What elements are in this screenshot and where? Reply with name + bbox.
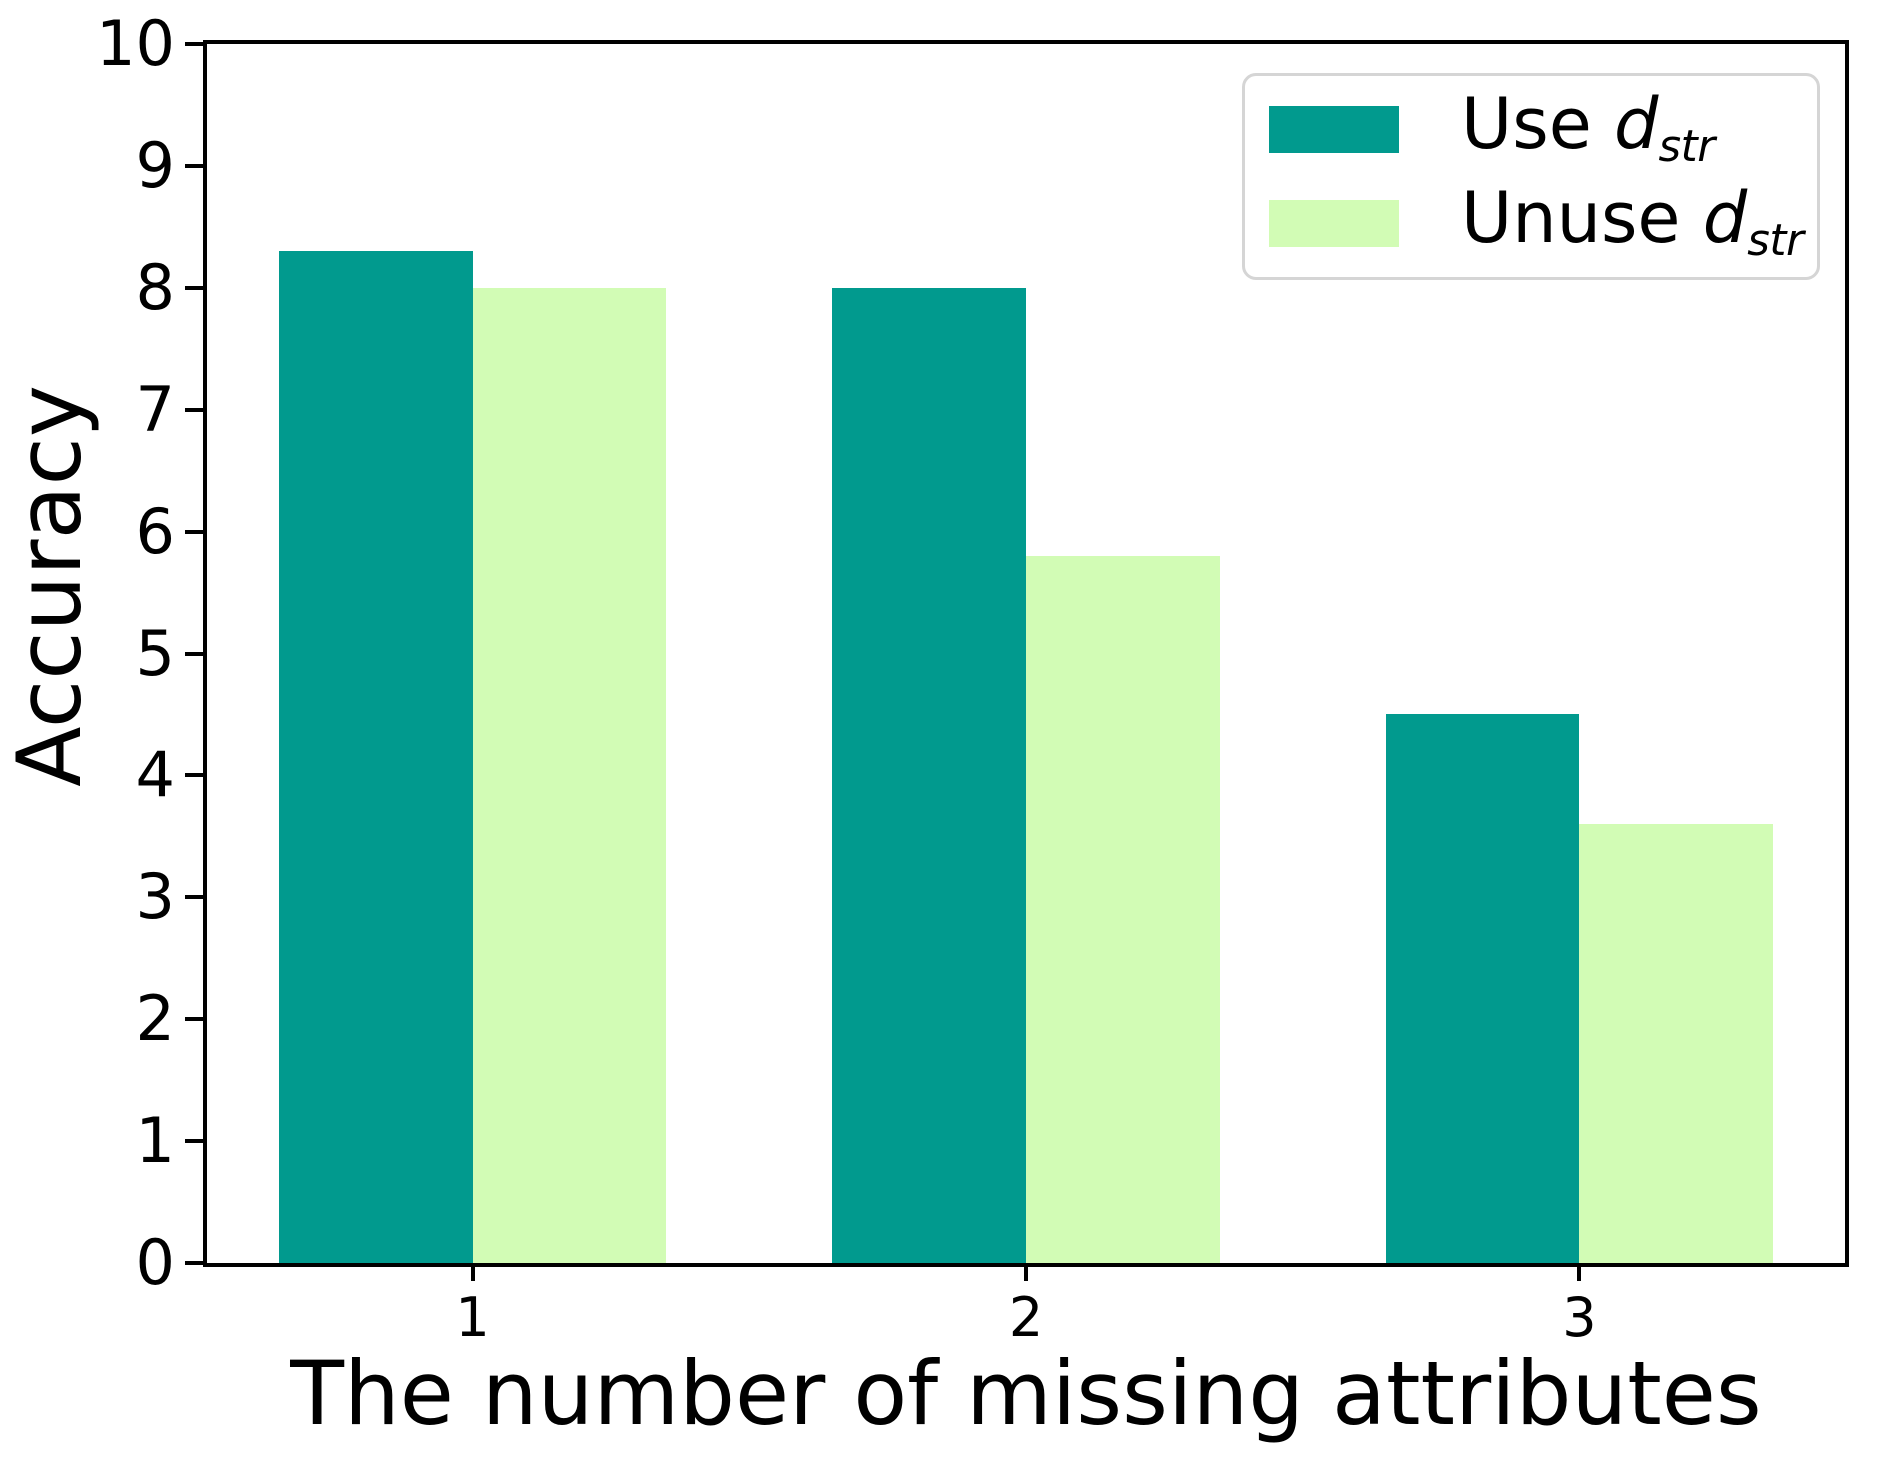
y-tick-mark	[185, 529, 203, 534]
bar-series2-group2	[1026, 555, 1220, 1263]
legend-math-symbol: d	[1614, 83, 1659, 166]
legend-math-symbol: d	[1702, 177, 1748, 260]
y-tick-label: 3	[135, 860, 175, 934]
x-tick-mark	[1024, 1263, 1028, 1281]
legend-math-subscript: str	[1658, 122, 1715, 173]
legend-label-text: Use	[1461, 83, 1615, 166]
x-tick-mark	[1577, 1263, 1582, 1281]
y-tick-mark	[185, 1017, 203, 1022]
y-tick-label: 9	[135, 128, 175, 202]
y-tick-label: 0	[135, 1226, 175, 1299]
bar-series2-group3	[1579, 824, 1774, 1263]
legend-math-subscript: str	[1747, 216, 1804, 267]
bar-series2-group1	[472, 287, 667, 1263]
y-tick-mark	[185, 285, 203, 290]
y-tick-mark	[185, 895, 203, 900]
legend-label-text: Unuse	[1461, 177, 1703, 260]
x-axis-title: The number of missing attributes	[290, 1342, 1762, 1445]
bar-series1-group2	[832, 287, 1026, 1263]
legend-item: Use dstr	[1269, 89, 1817, 169]
y-tick-label: 2	[135, 982, 175, 1056]
y-tick-label: 6	[135, 494, 175, 568]
legend-item: Unuse dstr	[1269, 183, 1817, 263]
x-tick-label: 3	[1562, 1286, 1597, 1349]
y-tick-label: 1	[135, 1104, 175, 1178]
y-tick-label: 10	[96, 7, 175, 80]
y-tick-label: 5	[135, 616, 175, 690]
legend-swatch	[1269, 106, 1399, 154]
x-tick-mark	[470, 1263, 475, 1281]
y-tick-mark	[185, 42, 203, 46]
legend: Use dstr Unuse dstr	[1242, 73, 1820, 280]
y-tick-mark	[185, 1261, 203, 1265]
y-axis-title: Accuracy	[0, 385, 101, 787]
legend-label: Unuse dstr	[1461, 183, 1804, 267]
y-tick-mark	[185, 773, 203, 778]
y-tick-mark	[185, 163, 203, 168]
y-tick-label: 7	[135, 372, 175, 446]
y-tick-label: 8	[135, 250, 175, 324]
bar-series1-group3	[1385, 714, 1580, 1263]
y-tick-mark	[185, 407, 203, 412]
legend-label: Use dstr	[1461, 89, 1715, 169]
x-tick-label: 2	[1008, 1286, 1044, 1349]
y-tick-mark	[185, 651, 203, 656]
x-tick-label: 1	[455, 1286, 490, 1349]
bar-series1-group1	[278, 251, 473, 1263]
legend-swatch	[1269, 199, 1399, 247]
y-tick-label: 4	[135, 738, 175, 812]
y-tick-mark	[185, 1139, 203, 1144]
